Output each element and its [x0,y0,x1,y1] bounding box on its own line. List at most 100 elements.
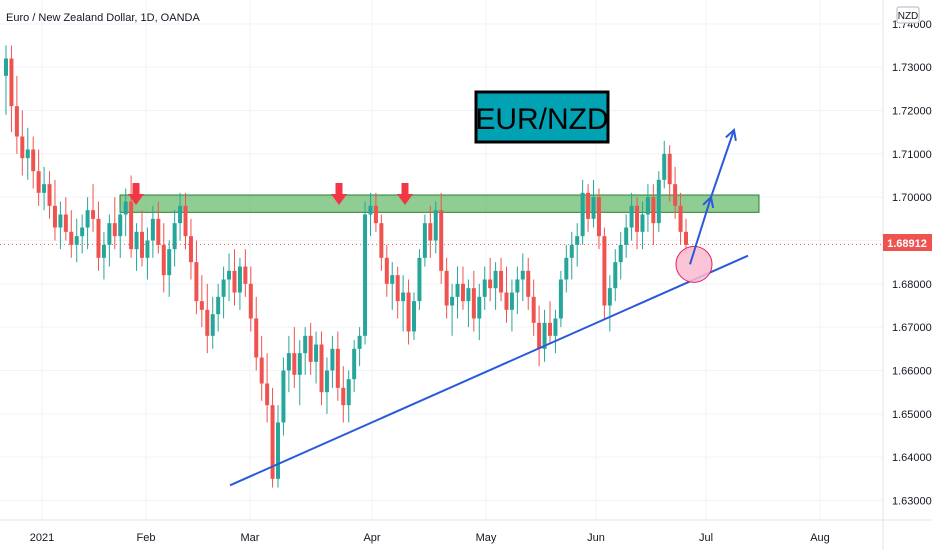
candle [324,357,329,414]
candle-body [265,383,270,406]
candle-body [319,344,324,393]
y-tick-label: 1.70000 [892,192,932,204]
candle-body [248,283,253,319]
candle-body [14,106,19,137]
candle [172,210,177,267]
candle-body [91,210,96,219]
candles [4,45,688,488]
candle-body [292,353,297,375]
candle-body [558,279,563,319]
candle [205,283,210,354]
time-axis[interactable]: 2021 Feb Mar Apr May Jun Jul Aug [30,532,830,544]
candle-body [542,322,547,349]
candle-body [286,353,291,371]
candle-body [140,231,144,258]
candle [42,166,47,211]
candle [107,214,112,267]
candle [210,296,215,349]
candle-body [101,244,106,258]
candle-body [221,279,226,297]
candle [259,335,264,401]
candle [607,275,612,332]
candle [129,175,134,258]
candle [227,253,232,302]
candle-body [194,262,199,302]
candle-body [531,296,536,323]
sell-marker-arrow [331,183,347,205]
candle [156,201,161,254]
candle-body [243,266,248,284]
candle [542,309,547,362]
candle [629,192,634,241]
candle-body [210,314,215,336]
candle-body [640,214,645,232]
candle-body [444,270,449,306]
trendline [229,254,749,487]
candle [412,292,416,341]
candle-body [276,422,280,479]
candle-body [548,322,552,336]
candle [58,201,63,250]
candle-body [161,244,166,276]
pair-label-box: EUR/NZD [474,90,610,144]
candle-body [254,318,259,358]
candle-body [428,223,433,241]
candle-body [335,348,340,388]
candle-body [357,335,362,349]
candle-body [58,214,63,228]
sell-marker-arrow [128,183,144,205]
candle [292,327,297,388]
candle-body [42,184,47,193]
candle-body [662,153,667,180]
candle [145,227,150,280]
resistance-zone [119,194,760,213]
candle [352,340,357,393]
candle [678,192,683,245]
candle [564,244,569,293]
candle [428,205,433,258]
candle [635,197,640,250]
candle-body [9,58,14,107]
candle-body [63,214,68,232]
candle-body [178,205,183,224]
y-tick-label: 1.71000 [892,149,932,161]
candle-body [575,236,580,245]
candle [91,184,96,232]
y-tick-label: 1.68000 [892,279,932,291]
x-tick-label: May [476,532,497,544]
candle-body [526,270,531,297]
candle-body [188,236,193,263]
candle [651,184,656,245]
price-axis[interactable]: 1.740001.730001.720001.710001.700001.690… [892,19,932,508]
candle-body [237,266,242,293]
candle [509,279,514,332]
currency-badge[interactable]: NZD [896,6,920,24]
candle [493,262,498,310]
candle-body [167,249,172,276]
candle [417,249,422,310]
x-tick-label: Apr [363,532,380,544]
candle-body [477,296,482,319]
candle-body [4,58,8,76]
candle-body [602,236,607,306]
candle-body [363,214,368,336]
pair-label-background [474,90,610,144]
candle [667,145,672,202]
candle-body [129,201,134,250]
candle [395,266,400,319]
candle-body [591,197,596,219]
candle-body [651,197,656,224]
candle-body [493,270,498,289]
candle [537,305,542,367]
candle [20,110,25,176]
candle [450,283,455,336]
candle-body [379,223,384,258]
candle [580,179,585,245]
x-tick-label: Feb [137,532,156,544]
currency-badge-label: NZD [898,11,919,22]
candle [477,283,482,341]
candle-body [69,231,74,245]
candle-body [624,227,629,245]
candle [319,331,324,406]
